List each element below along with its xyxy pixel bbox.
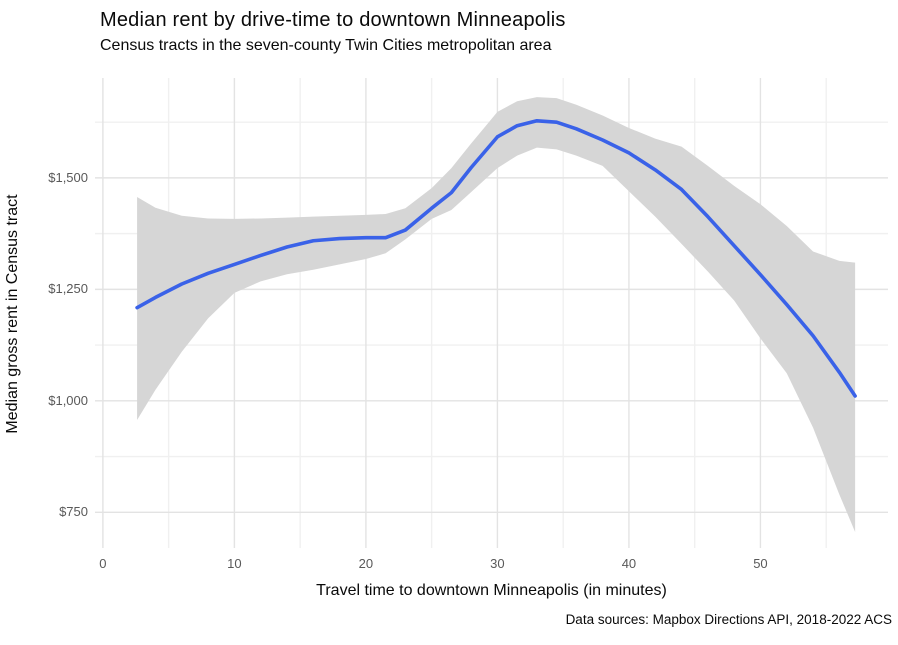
x-tick-label: 30 — [490, 556, 505, 571]
y-tick-label: $750 — [59, 504, 88, 520]
data-sources-caption: Data sources: Mapbox Directions API, 201… — [565, 612, 892, 627]
y-tick-label: $1,250 — [48, 281, 88, 297]
smooth-line — [135, 119, 857, 398]
x-tick-label: 10 — [227, 556, 242, 571]
confidence-ribbon — [137, 97, 856, 532]
chart-title: Median rent by drive-time to downtown Mi… — [100, 9, 566, 31]
x-tick-label: 20 — [358, 556, 374, 571]
chart-subtitle: Census tracts in the seven-county Twin C… — [100, 37, 552, 54]
x-axis-title: Travel time to downtown Minneapolis (in … — [316, 582, 667, 599]
x-tick-label: 0 — [99, 556, 107, 571]
y-tick-label: $1,500 — [48, 169, 88, 185]
y-tick-label: $1,000 — [48, 392, 88, 408]
y-axis-title: Median gross rent in Census tract — [4, 194, 21, 434]
x-tick-label: 40 — [621, 556, 637, 571]
x-tick-label: 50 — [753, 556, 768, 571]
